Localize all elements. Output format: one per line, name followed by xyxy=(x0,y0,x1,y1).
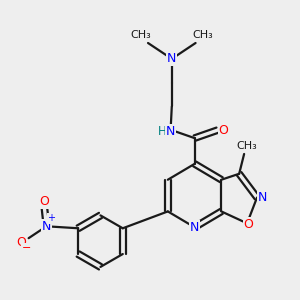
Text: CH₃: CH₃ xyxy=(237,141,257,151)
Text: N: N xyxy=(42,220,51,233)
Text: N: N xyxy=(167,52,176,65)
Text: −: − xyxy=(22,243,31,253)
Text: +: + xyxy=(47,213,56,224)
Text: O: O xyxy=(218,124,228,137)
Text: N: N xyxy=(190,221,199,234)
Text: O: O xyxy=(40,195,50,208)
Text: CH₃: CH₃ xyxy=(192,30,213,40)
Text: N: N xyxy=(257,191,267,204)
Text: O: O xyxy=(17,236,27,249)
Text: H: H xyxy=(158,125,166,138)
Text: N: N xyxy=(166,125,176,138)
Text: O: O xyxy=(243,218,253,231)
Text: CH₃: CH₃ xyxy=(131,30,152,40)
